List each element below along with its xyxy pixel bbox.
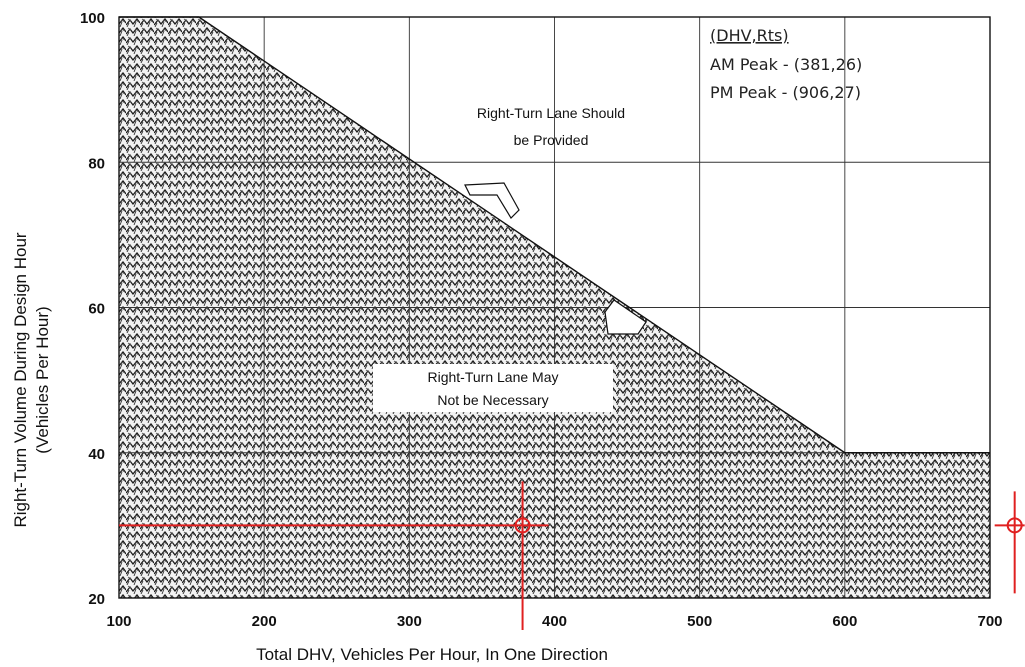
legend-header: (DHV,Rts)	[710, 26, 789, 45]
marker-pm-peak	[994, 491, 1025, 594]
x-axis-title: Total DHV, Vehicles Per Hour, In One Dir…	[256, 645, 608, 664]
region-upper-label-line2: be Provided	[514, 132, 589, 148]
marker-am-peak	[119, 481, 549, 630]
arrow-up-left-icon	[604, 299, 647, 335]
marker-circle-icon	[1006, 517, 1023, 534]
marker-circle-icon	[514, 517, 531, 534]
y-tick-label: 20	[88, 591, 105, 608]
y-tick-label: 60	[88, 301, 105, 318]
y-tick-label: 100	[80, 10, 105, 27]
x-tick-label: 700	[977, 613, 1002, 630]
x-tick-label: 200	[252, 613, 277, 630]
region-upper-label-line1: Right-Turn Lane Should	[477, 105, 625, 121]
x-tick-label: 600	[832, 613, 857, 630]
region-lower-label-box	[373, 364, 613, 412]
y-tick-label: 80	[88, 155, 105, 172]
y-tick-label: 40	[88, 446, 105, 463]
region-lower-label-line2: Not be Necessary	[437, 392, 548, 408]
threshold-curve	[119, 16, 990, 454]
x-tick-label: 400	[542, 613, 567, 630]
legend-pm-peak: PM Peak - (906,27)	[710, 83, 861, 102]
legend-am-peak: AM Peak - (381,26)	[710, 55, 862, 74]
y-axis-title-line2: (Vehicles Per Hour)	[33, 306, 52, 453]
x-tick-labels: 100 200 300 400 500 600 700	[106, 613, 1002, 630]
plotted-markers	[119, 481, 1025, 630]
y-axis-title-line1: Right-Turn Volume During Design Hour	[11, 232, 30, 527]
x-tick-label: 100	[106, 613, 131, 630]
region-lower-label-line1: Right-Turn Lane May	[428, 369, 559, 385]
x-tick-label: 500	[687, 613, 712, 630]
y-tick-labels: 20 40 60 80 100	[80, 10, 105, 608]
x-tick-label: 300	[397, 613, 422, 630]
arrow-up-right-icon	[464, 182, 520, 219]
plot-frame	[118, 16, 991, 599]
